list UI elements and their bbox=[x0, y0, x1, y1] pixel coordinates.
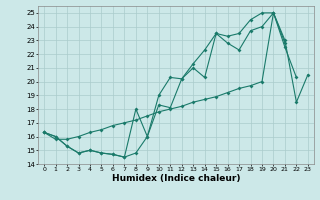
X-axis label: Humidex (Indice chaleur): Humidex (Indice chaleur) bbox=[112, 174, 240, 183]
